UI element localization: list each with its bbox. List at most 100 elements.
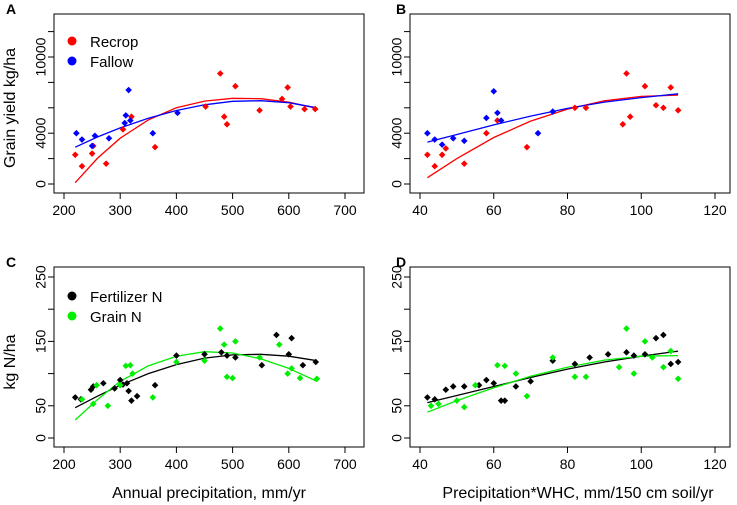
y-tick-label: 0: [389, 180, 405, 188]
data-point-fertilizer-n: [501, 397, 509, 404]
data-point-fallow: [174, 109, 181, 117]
legend-label: Grain N: [90, 309, 142, 326]
data-point-recrop: [301, 105, 308, 113]
y-tick-label: 4000: [389, 117, 405, 148]
y-tick-label: 0: [389, 434, 405, 442]
data-point-fertilizer-n: [151, 381, 159, 389]
data-point-grain-n: [229, 374, 236, 382]
plot-frame: [53, 13, 365, 194]
x-tick-label: 400: [165, 202, 189, 218]
data-point-grain-n: [453, 397, 461, 404]
data-point-fallow: [497, 117, 505, 124]
panel-d: D 40 60 80 100 120 0 50 150 250: [389, 254, 731, 472]
x-tick-label: 40: [412, 456, 428, 472]
data-point-grain-n: [173, 358, 180, 366]
data-point-grain-n: [582, 373, 590, 381]
x-tick-label: 100: [630, 456, 654, 472]
data-point-recrop: [626, 113, 634, 120]
data-point-fertilizer-n: [273, 331, 280, 339]
data-point-fertilizer-n: [173, 352, 180, 359]
data-point-fallow: [125, 86, 132, 94]
data-point-fallow: [121, 119, 128, 127]
data-point-fertilizer-n: [87, 386, 95, 393]
data-point-fertilizer-n: [460, 383, 468, 390]
y-tick-label: 4000: [33, 117, 49, 148]
x-tick-label: 120: [703, 202, 727, 218]
data-point-grain-n: [501, 362, 509, 370]
legend-marker-recrop: [67, 36, 77, 46]
data-point-grain-n: [127, 361, 134, 369]
panel-c: C 200 300 400 500 600 700 0 50 150 250 Fertilizer N…: [6, 254, 365, 472]
data-point-fertilizer-n: [312, 358, 320, 366]
data-point-grain-n: [116, 381, 124, 389]
data-point-fertilizer-n: [442, 386, 450, 393]
data-point-fertilizer-n: [100, 379, 107, 387]
data-point-grain-n: [494, 361, 501, 369]
data-point-fertilizer-n: [111, 385, 118, 392]
data-point-recrop: [424, 151, 431, 159]
y-tick-label: 50: [389, 398, 405, 414]
x-tick-label: 300: [109, 202, 133, 218]
plot-frame: [53, 266, 365, 448]
panel-letter: D: [396, 254, 406, 270]
data-point-recrop: [438, 151, 446, 159]
data-point-grain-n: [427, 402, 435, 410]
data-point-grain-n: [472, 381, 479, 389]
data-point-recrop: [151, 143, 159, 151]
data-point-fallow: [73, 129, 80, 137]
data-point-recrop: [571, 104, 579, 112]
data-point-fallow: [91, 132, 99, 140]
x-tick-label: 700: [333, 202, 357, 218]
data-point-fertilizer-n: [125, 387, 132, 395]
data-point-fallow: [424, 129, 431, 137]
data-point-fallow: [460, 137, 468, 145]
data-point-recrop: [582, 104, 590, 112]
y-tick-label: 0: [33, 434, 49, 442]
data-point-fertilizer-n: [218, 349, 225, 356]
x-tick-label: 200: [52, 456, 76, 472]
fit-line-recrop: [427, 94, 679, 179]
data-point-fertilizer-n: [490, 379, 498, 387]
data-point-fallow: [88, 142, 96, 150]
data-point-grain-n: [149, 394, 157, 401]
data-point-grain-n: [223, 373, 231, 381]
data-point-recrop: [71, 151, 79, 159]
x-tick-label: 600: [277, 202, 301, 218]
x-tick-label: 600: [277, 456, 301, 472]
data-point-grain-n: [549, 354, 557, 361]
data-point-fallow: [483, 114, 490, 122]
data-point-recrop: [78, 162, 86, 170]
data-point-grain-n: [435, 400, 442, 408]
data-point-fertilizer-n: [660, 331, 667, 339]
data-point-grain-n: [296, 374, 304, 382]
plot-frame: [409, 266, 731, 448]
data-point-fertilizer-n: [116, 376, 124, 384]
data-point-recrop: [641, 82, 649, 90]
panel-letter: C: [6, 254, 16, 270]
data-point-recrop: [311, 105, 319, 113]
data-point-fertilizer-n: [258, 361, 266, 369]
data-point-fallow: [149, 129, 157, 137]
x-tick-label: 500: [221, 456, 245, 472]
y-tick-label: 150: [389, 330, 405, 354]
data-point-fertilizer-n: [604, 350, 612, 358]
data-point-fallow: [431, 136, 439, 143]
data-point-recrop: [660, 104, 667, 112]
data-point-fertilizer-n: [232, 354, 239, 361]
fit-line-fertilizer-n: [74, 353, 318, 409]
data-point-recrop: [494, 117, 501, 124]
data-point-recrop: [232, 82, 239, 90]
y-tick-label: 10000: [33, 37, 49, 76]
fit-line-recrop: [74, 97, 318, 184]
data-point-grain-n: [232, 338, 239, 345]
legend-marker-grain-n: [67, 311, 77, 321]
legend-label: Fertilizer N: [90, 289, 163, 306]
data-point-recrop: [619, 121, 627, 128]
data-point-fertilizer-n: [223, 352, 231, 359]
x-tick-label: 40: [412, 202, 428, 218]
data-point-fertilizer-n: [674, 358, 682, 366]
data-point-recrop: [278, 95, 286, 103]
data-point-recrop: [223, 121, 231, 128]
fit-line-grain-n: [427, 354, 679, 413]
data-point-grain-n: [129, 370, 136, 377]
